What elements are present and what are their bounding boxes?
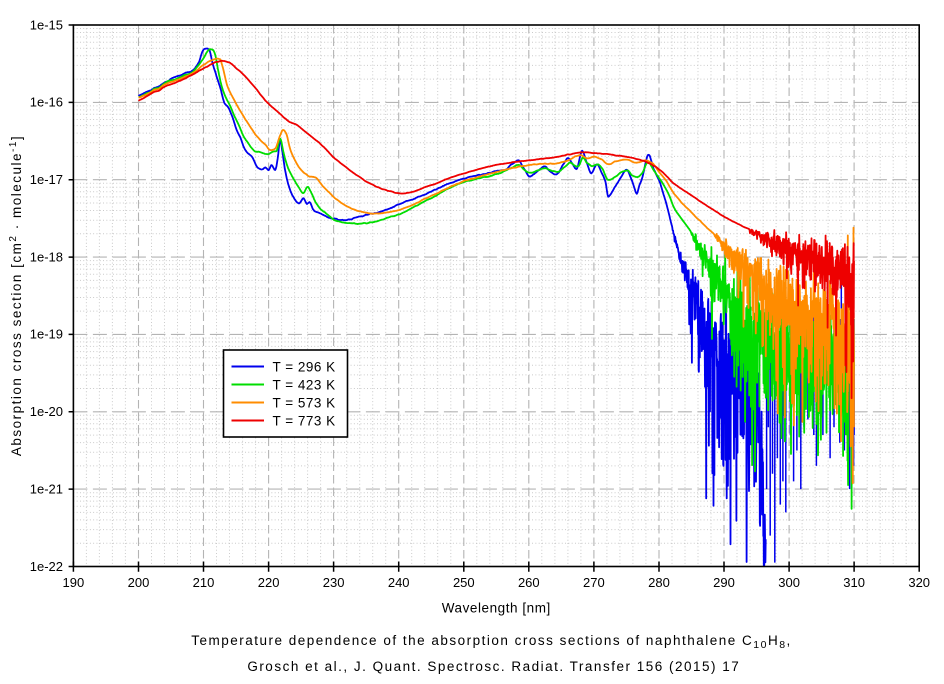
svg-text:1e-21: 1e-21	[30, 481, 63, 496]
svg-text:250: 250	[453, 575, 475, 590]
svg-text:Grosch et al., J. Quant. Spect: Grosch et al., J. Quant. Spectrosc. Radi…	[247, 659, 740, 674]
svg-text:1e-19: 1e-19	[30, 327, 63, 342]
svg-text:T = 573 K: T = 573 K	[273, 395, 336, 410]
svg-text:230: 230	[323, 575, 345, 590]
svg-text:270: 270	[583, 575, 605, 590]
svg-text:1e-17: 1e-17	[30, 172, 63, 187]
svg-text:190: 190	[63, 575, 85, 590]
svg-text:280: 280	[648, 575, 670, 590]
svg-text:Absorption cross section [cm2: Absorption cross section [cm2 · molecule…	[8, 135, 24, 456]
svg-text:1e-20: 1e-20	[30, 404, 63, 419]
svg-text:1e-18: 1e-18	[30, 249, 63, 264]
svg-text:1e-16: 1e-16	[30, 95, 63, 110]
svg-text:200: 200	[128, 575, 150, 590]
svg-text:220: 220	[258, 575, 280, 590]
svg-text:320: 320	[908, 575, 930, 590]
svg-text:Temperature dependence of the: Temperature dependence of the absorption…	[191, 633, 792, 651]
svg-text:260: 260	[518, 575, 540, 590]
svg-text:300: 300	[778, 575, 800, 590]
svg-text:1e-22: 1e-22	[30, 559, 63, 574]
svg-text:T = 296 K: T = 296 K	[273, 359, 336, 374]
svg-text:240: 240	[388, 575, 410, 590]
svg-text:T = 773 K: T = 773 K	[273, 413, 336, 428]
svg-text:T = 423 K: T = 423 K	[273, 377, 336, 392]
svg-text:310: 310	[843, 575, 865, 590]
svg-text:290: 290	[713, 575, 735, 590]
svg-text:210: 210	[193, 575, 215, 590]
svg-text:Wavelength [nm]: Wavelength [nm]	[442, 601, 551, 616]
svg-text:1e-15: 1e-15	[30, 17, 63, 32]
